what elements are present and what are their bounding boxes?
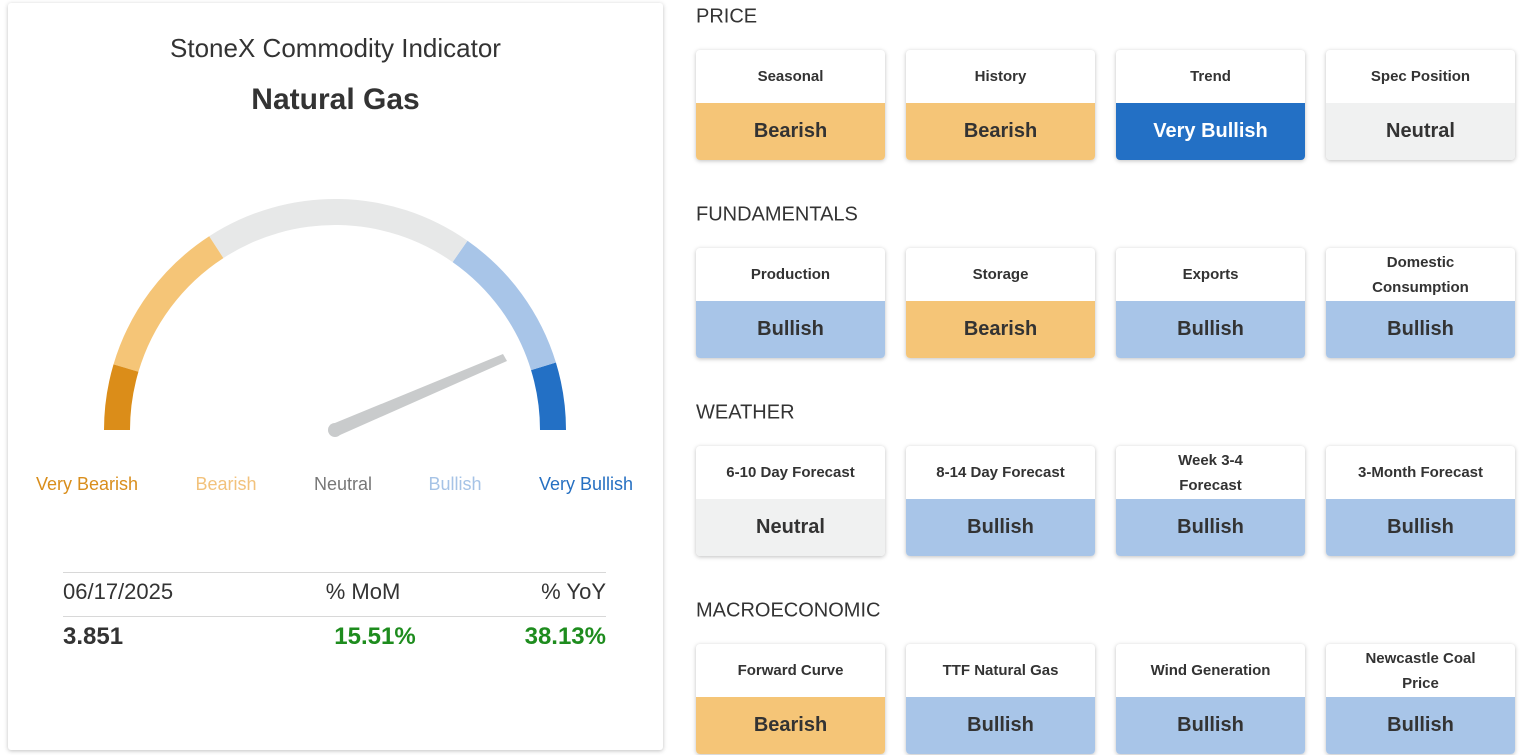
indicator-card: Newcastle Coal Price Bullish [1326, 644, 1515, 754]
section-heading: WEATHER [696, 401, 795, 424]
section-heading: MACROECONOMIC [696, 599, 881, 622]
gauge-segment [209, 199, 468, 263]
card-value: Bullish [906, 697, 1095, 754]
section-heading: FUNDAMENTALS [696, 203, 858, 226]
gauge-label: Very Bullish [538, 474, 634, 494]
commodity-name: Natural Gas [251, 83, 420, 116]
card-value: Bullish [1116, 499, 1305, 556]
indicator-card: Seasonal Bearish [696, 50, 885, 160]
gauge-label: Neutral [313, 474, 373, 494]
card-label: Storage [972, 266, 1029, 283]
card-value: Neutral [696, 499, 885, 556]
card-value: Bullish [1116, 697, 1305, 754]
stats-value: 38.13% [524, 623, 606, 650]
indicator-card: Domestic Consumption Bullish [1326, 248, 1515, 358]
indicator-card: Wind Generation Bullish [1116, 644, 1305, 754]
card-value: Bullish [1116, 301, 1305, 358]
stats-value: 15.51% [334, 623, 416, 650]
card-value: Bearish [696, 697, 885, 754]
card-label: Spec Position [1370, 68, 1471, 85]
card-value: Bearish [696, 103, 885, 160]
card-label: Production [750, 266, 831, 283]
card-label: Newcastle Coal Price [1365, 649, 1476, 692]
panel-title: StoneX Commodity Indicator [170, 33, 501, 63]
card-label: Wind Generation [1150, 662, 1271, 679]
indicator-card: 6-10 Day Forecast Neutral [696, 446, 885, 556]
table-rule [63, 616, 606, 617]
stats-header: 06/17/2025 [63, 579, 174, 604]
card-label: 8-14 Day Forecast [936, 464, 1065, 481]
gauge-segment [452, 240, 556, 371]
indicator-card: Storage Bearish [906, 248, 1095, 358]
indicator-card: Week 3-4 Forecast Bullish [1116, 446, 1305, 556]
gauge-segment [531, 362, 566, 430]
indicator-card: Trend Very Bullish [1116, 50, 1305, 160]
card-value: Very Bullish [1116, 103, 1305, 160]
gauge-label: Bullish [428, 474, 482, 494]
gauge [104, 199, 566, 437]
indicator-card: Exports Bullish [1116, 248, 1305, 358]
section-heading: PRICE [696, 5, 758, 28]
card-value: Bullish [696, 301, 885, 358]
gauge-segment [104, 364, 139, 430]
stats-header: % MoM [325, 579, 401, 604]
indicator-card: Forward Curve Bearish [696, 644, 885, 754]
gauge-label: Bearish [195, 474, 257, 494]
indicator-card: 3-Month Forecast Bullish [1326, 446, 1515, 556]
card-label: TTF Natural Gas [942, 662, 1059, 679]
card-value: Bullish [1326, 301, 1515, 358]
card-label: Week 3-4 Forecast [1178, 451, 1243, 494]
card-label: History [974, 68, 1027, 85]
indicator-card: 8-14 Day Forecast Bullish [906, 446, 1095, 556]
card-label: Exports [1182, 266, 1239, 283]
card-label: 3-Month Forecast [1357, 464, 1483, 481]
gauge-label: Very Bearish [35, 474, 139, 494]
card-value: Bearish [906, 103, 1095, 160]
table-rule [63, 572, 606, 573]
card-label: Seasonal [757, 68, 824, 85]
card-label: 6-10 Day Forecast [726, 464, 855, 481]
indicator-card: History Bearish [906, 50, 1095, 160]
card-value: Bullish [906, 499, 1095, 556]
gauge-segment [113, 236, 224, 372]
card-value: Bullish [1326, 499, 1515, 556]
indicator-card: TTF Natural Gas Bullish [906, 644, 1095, 754]
stats-value: 3.851 [63, 623, 124, 650]
card-value: Neutral [1326, 103, 1515, 160]
card-label: Trend [1190, 68, 1231, 85]
card-label: Forward Curve [737, 662, 844, 679]
stats-header: % YoY [541, 579, 606, 604]
card-value: Bullish [1326, 697, 1515, 754]
card-label: Domestic Consumption [1372, 253, 1469, 296]
indicator-card: Production Bullish [696, 248, 885, 358]
indicator-card: Spec Position Neutral [1326, 50, 1515, 160]
gauge-hub [328, 423, 342, 437]
gauge-needle [330, 354, 507, 435]
card-value: Bearish [906, 301, 1095, 358]
